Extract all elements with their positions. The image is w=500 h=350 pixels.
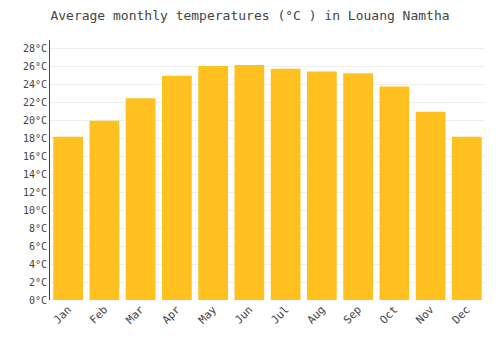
svg-text:24°C: 24°C	[23, 79, 47, 90]
svg-text:4°C: 4°C	[29, 259, 47, 270]
svg-text:Average monthly temperatures (: Average monthly temperatures (°C ) in Lo…	[50, 8, 449, 23]
svg-text:26°C: 26°C	[23, 61, 47, 72]
svg-text:8°C: 8°C	[29, 223, 47, 234]
svg-text:0°C: 0°C	[29, 295, 47, 306]
svg-text:16°C: 16°C	[23, 151, 47, 162]
svg-text:Dec: Dec	[450, 303, 473, 326]
svg-text:Oct: Oct	[377, 303, 400, 326]
svg-text:Mar: Mar	[123, 303, 147, 327]
svg-text:Jul: Jul	[268, 303, 291, 326]
svg-text:May: May	[196, 303, 220, 327]
svg-text:12°C: 12°C	[23, 187, 47, 198]
svg-text:10°C: 10°C	[23, 205, 47, 216]
svg-text:22°C: 22°C	[23, 97, 47, 108]
svg-text:Jan: Jan	[51, 303, 74, 326]
svg-text:Jun: Jun	[232, 303, 255, 326]
svg-text:28°C: 28°C	[23, 43, 47, 54]
svg-text:20°C: 20°C	[23, 115, 47, 126]
svg-text:Aug: Aug	[305, 303, 328, 326]
svg-text:18°C: 18°C	[23, 133, 47, 144]
svg-text:14°C: 14°C	[23, 169, 47, 180]
svg-text:Sep: Sep	[341, 303, 364, 326]
svg-text:Feb: Feb	[87, 303, 110, 326]
svg-text:Nov: Nov	[413, 303, 437, 327]
svg-text:2°C: 2°C	[29, 277, 47, 288]
svg-text:Apr: Apr	[160, 303, 184, 327]
svg-text:6°C: 6°C	[29, 241, 47, 252]
